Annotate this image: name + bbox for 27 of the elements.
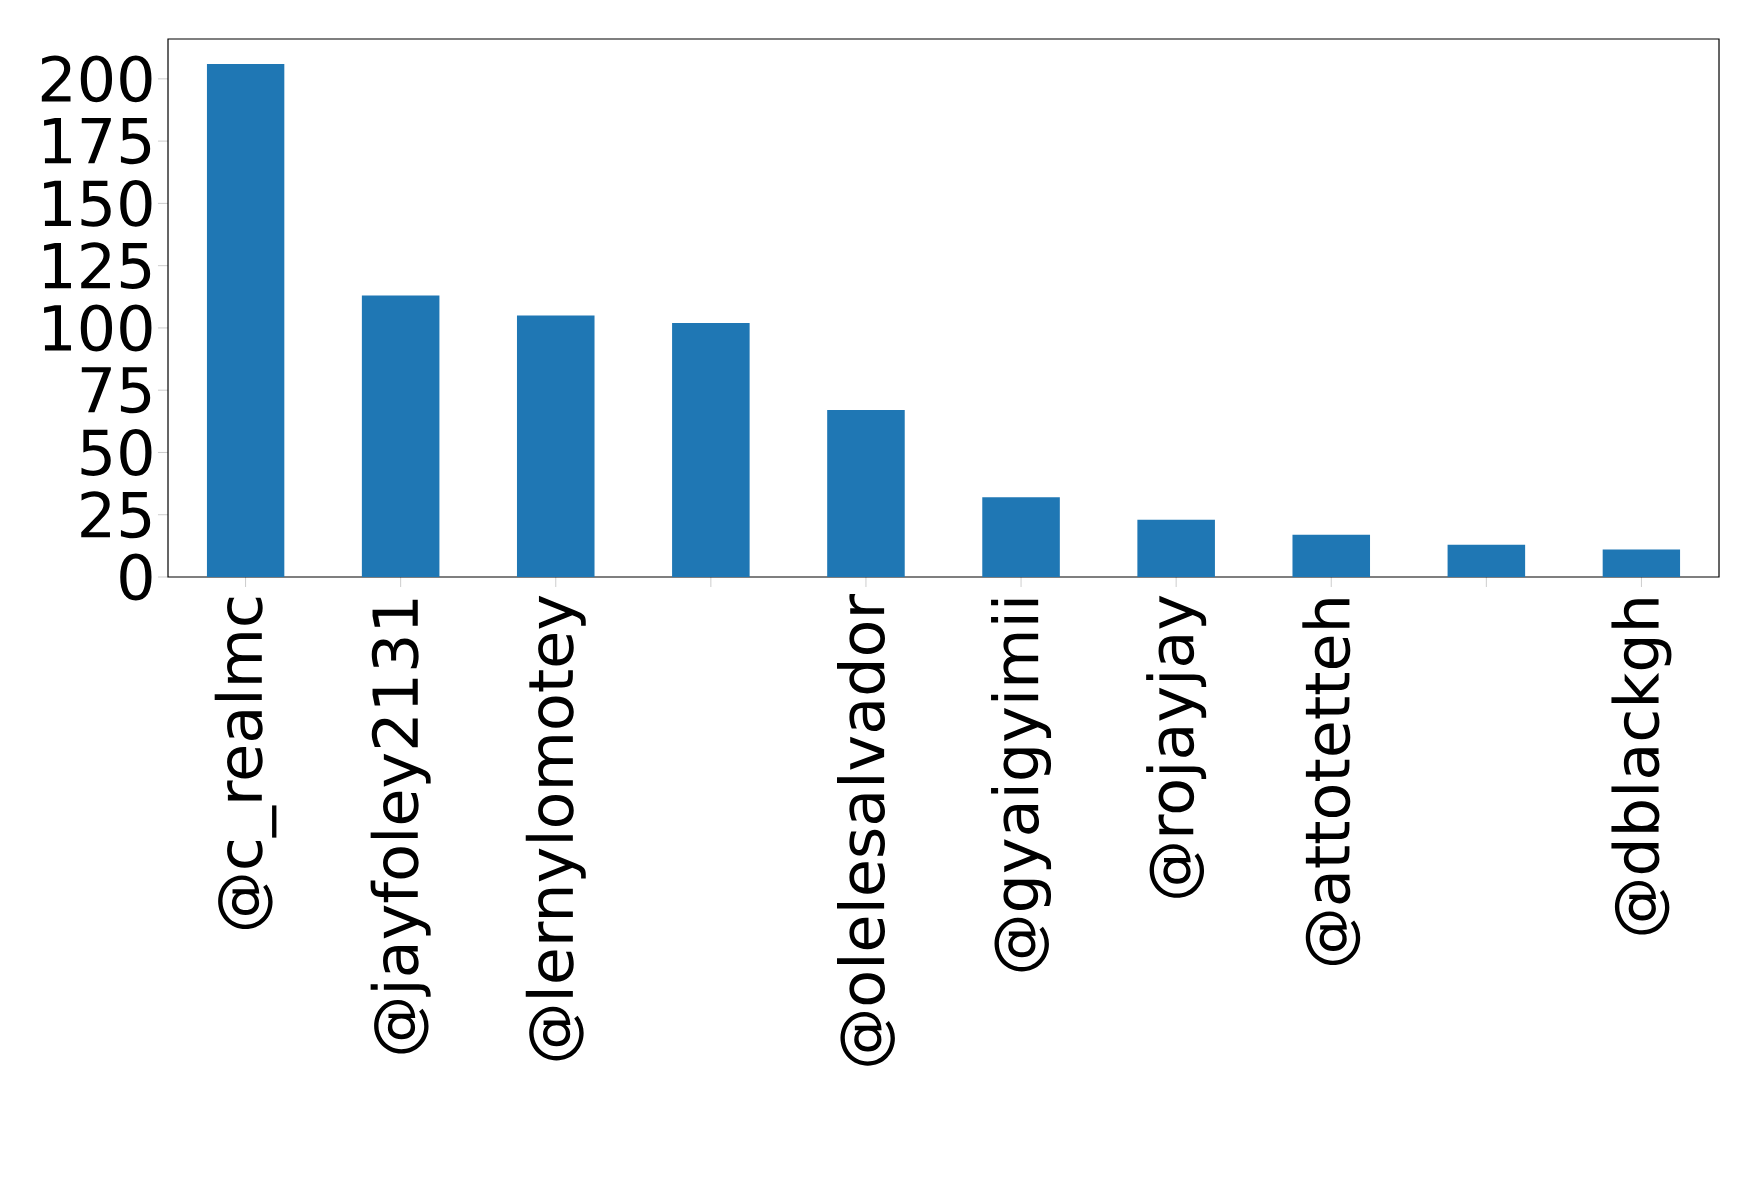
bar [827, 410, 905, 577]
y-tick-label: 75 [81, 367, 151, 414]
x-tick-label: @dblackgh [1611, 599, 1672, 935]
y-tick-label: 50 [81, 429, 152, 476]
x-tick-label: @jayfoley2131 [370, 599, 431, 1054]
y-tick-label: 150 [44, 179, 152, 227]
y-tick-label: 25 [81, 491, 151, 539]
y-tick-label: 125 [44, 242, 151, 290]
bar [672, 322, 750, 577]
bar [982, 497, 1060, 577]
bar [1292, 534, 1371, 577]
y-tick-label: 0 [120, 553, 152, 601]
bar [1602, 549, 1681, 577]
bar [516, 315, 595, 577]
x-tick-label: @olelesalvador [837, 593, 895, 1066]
y-tick-label: 175 [44, 118, 151, 165]
bar [361, 295, 440, 577]
x-tick-label: @attotetteh [1302, 599, 1361, 966]
y-tick-label: 200 [41, 55, 152, 103]
x-tick-label: @c_realmc [214, 597, 277, 930]
y-tick-label: 100 [44, 304, 152, 352]
x-tick-label: @lernylomotey [525, 595, 586, 1061]
bar [206, 63, 285, 577]
bar [1137, 519, 1215, 577]
x-tick-label: @rojayjay [1146, 595, 1207, 898]
bar [1447, 544, 1526, 577]
x-tick-label: @gyaigyimii [991, 599, 1052, 972]
